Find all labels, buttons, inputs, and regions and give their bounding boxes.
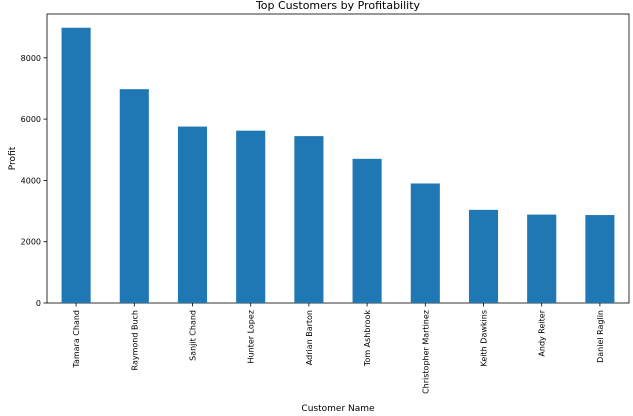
x-tick-label: Adrian Barton [305,310,314,365]
bar [61,27,91,304]
y-tick-label: 6000 [21,115,41,124]
x-axis-label: Customer Name [301,404,375,414]
bar [352,158,382,303]
y-tick-label: 8000 [21,54,41,63]
x-tick-label: Hunter Lopez [247,310,256,363]
x-tick-label: Christopher Martinez [421,310,430,394]
x-tick-label: Andy Reiter [538,309,547,356]
bar [119,89,149,303]
bar [527,214,557,303]
bars-group [61,27,615,304]
y-axis: 0 2000 4000 6000 8000 [21,54,47,308]
x-axis: Tamara Chand Raymond Buch Sanjit Chand Hunt… [72,303,605,394]
y-axis-label: Profit [8,146,18,170]
x-tick-label: Raymond Buch [130,310,139,370]
y-tick-label: 4000 [21,176,41,185]
bar [177,126,208,304]
bar [585,215,615,303]
y-tick-label: 2000 [21,238,41,247]
bar [236,130,266,303]
x-tick-label: Tom Ashbrook [363,310,372,367]
chart-title: Top Customers by Profitability [255,0,421,12]
bar [410,183,440,303]
x-tick-label: Sanjit Chand [189,310,198,361]
plot-area-frame [46,13,630,304]
x-tick-label: Daniel Raglin [596,310,605,363]
bar [294,136,324,303]
x-tick-label: Tamara Chand [72,310,81,369]
y-tick-label: 0 [36,299,41,308]
bar [468,209,499,303]
x-tick-label: Keith Dawkins [480,310,489,366]
